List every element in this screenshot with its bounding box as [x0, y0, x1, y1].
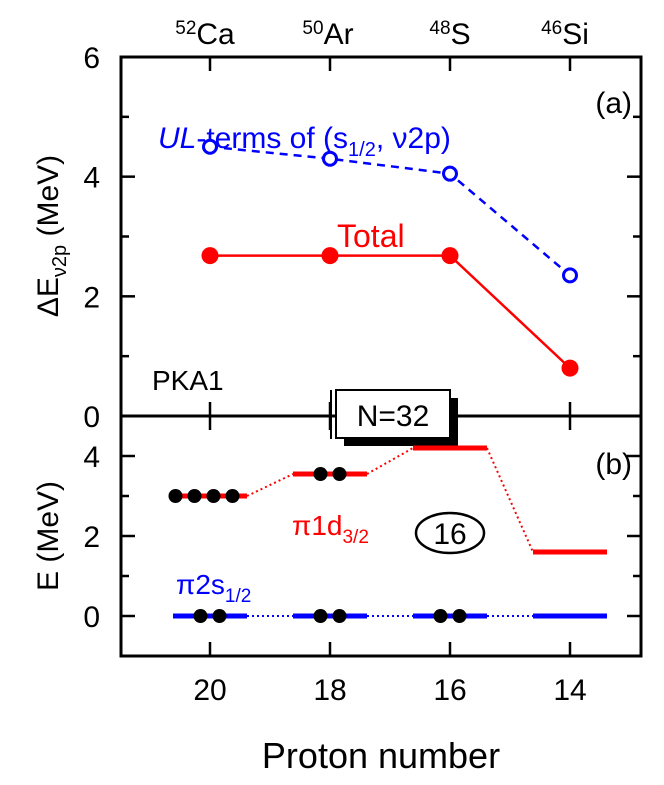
y-axis-label-a: ΔEν2p (MeV): [32, 155, 71, 317]
y-tick-label-b: 4: [83, 441, 100, 474]
y-tick-label-a: 2: [83, 281, 100, 314]
data-point-filled: [201, 247, 219, 265]
occupancy-dot: [206, 489, 221, 503]
y-tick-label-a: 4: [83, 162, 100, 195]
isotope-label-si46: 46Si: [541, 18, 589, 51]
series-line-a1: [210, 254, 571, 370]
series-label-ul-terms: UL-terms of (s1/2, ν2p): [158, 122, 451, 161]
isotope-label-s48: 48S: [429, 18, 470, 51]
occupancy-dot: [168, 489, 183, 503]
data-point-open: [322, 150, 338, 167]
y-tick-label-b: 0: [83, 601, 100, 634]
data-point-open: [442, 165, 458, 182]
occupancy-dot: [433, 609, 448, 623]
data-point-filled: [321, 247, 339, 265]
data-point-open: [562, 267, 578, 284]
magic-number-label: 16: [433, 518, 466, 551]
magic-number-circle: [414, 511, 486, 555]
x-tick-label: 14: [553, 674, 586, 707]
data-point-open: [202, 138, 218, 155]
level-connector: [486, 447, 534, 553]
data-point-filled: [441, 247, 459, 265]
level-label-d32: π1d3/2: [292, 510, 369, 548]
x-tick-label: 20: [193, 674, 226, 707]
series-line-a0: [209, 145, 571, 277]
x-axis-label: Proton number: [262, 735, 500, 776]
occupancy-dot: [313, 467, 328, 481]
level-connector: [246, 473, 294, 497]
y-tick-label-a: 0: [83, 401, 100, 434]
occupancy-dot: [225, 489, 240, 503]
occupancy-dot: [212, 609, 227, 623]
axis-tick-labels: 0 2 4 6 0 2 4 20 18 16 14: [83, 42, 586, 707]
panel-label-a: (a): [595, 87, 632, 120]
panel-label-b: (b): [595, 448, 632, 481]
occupancy-dot: [332, 609, 347, 623]
y-tick-label-b: 2: [83, 521, 100, 554]
panel-a-data: [201, 138, 579, 377]
model-label: PKA1: [152, 365, 224, 396]
top-isotope-labels: 52Ca 50Ar 48S 46Si: [175, 18, 589, 51]
occupancy-dot: [332, 467, 347, 481]
panel-b-data: [168, 445, 607, 623]
occupancy-dot: [187, 489, 202, 503]
isotope-label-ar50: 50Ar: [302, 18, 353, 51]
data-point-filled: [561, 359, 579, 377]
shell-label-box: N=32: [330, 389, 458, 446]
y-axis-label-b: E (MeV): [32, 481, 65, 591]
level-connector: [366, 447, 414, 475]
series-label-total: Total: [337, 218, 405, 254]
y-tick-label-a: 6: [83, 42, 100, 75]
occupancy-dot: [452, 609, 467, 623]
level-label-s12: π2s1/2: [176, 569, 251, 607]
isotope-label-ca52: 52Ca: [175, 18, 235, 51]
x-tick-label: 18: [313, 674, 346, 707]
x-tick-label: 16: [433, 674, 466, 707]
occupancy-dot: [193, 609, 208, 623]
shell-label: N=32: [357, 400, 430, 433]
occupancy-dot: [313, 609, 328, 623]
